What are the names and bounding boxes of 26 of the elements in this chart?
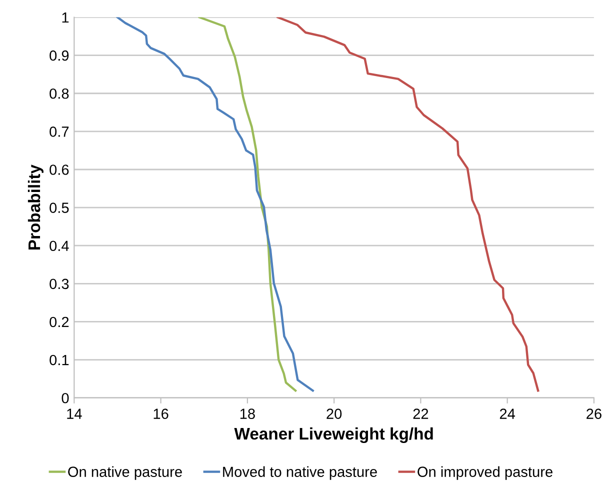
legend-label: On native pasture xyxy=(68,466,182,480)
y-tick-label: 0.8 xyxy=(50,88,69,99)
y-tick-label: 0 xyxy=(62,392,69,404)
x-tick-label: 20 xyxy=(326,408,342,419)
line-series xyxy=(276,17,540,392)
x-axis-title: Weaner Liveweight kg/hd xyxy=(234,427,433,444)
line-series xyxy=(198,17,297,392)
y-tick-label: 0.4 xyxy=(50,240,69,252)
y-tick-label: 0.7 xyxy=(50,126,69,137)
y-axis-title: Probability xyxy=(28,164,44,250)
y-tick-label: 1 xyxy=(62,12,69,23)
y-tick-label: 0.3 xyxy=(50,278,69,290)
line-series xyxy=(116,17,314,392)
x-tick-label: 24 xyxy=(500,408,516,419)
legend-label: On improved pasture xyxy=(418,466,552,480)
x-tick-label: 14 xyxy=(67,408,82,419)
legend-label: Moved to native pasture xyxy=(223,466,377,480)
y-tick-label: 0.6 xyxy=(50,164,69,175)
y-tick-label: 0.2 xyxy=(50,316,69,328)
y-tick-label: 0.9 xyxy=(50,50,69,61)
x-tick-label: 22 xyxy=(413,408,428,419)
y-tick-label: 0.5 xyxy=(50,202,69,213)
x-tick-label: 16 xyxy=(154,408,168,419)
x-tick-label: 18 xyxy=(240,408,255,419)
x-tick-label: 26 xyxy=(586,408,602,419)
y-tick-label: 0.1 xyxy=(50,354,69,366)
